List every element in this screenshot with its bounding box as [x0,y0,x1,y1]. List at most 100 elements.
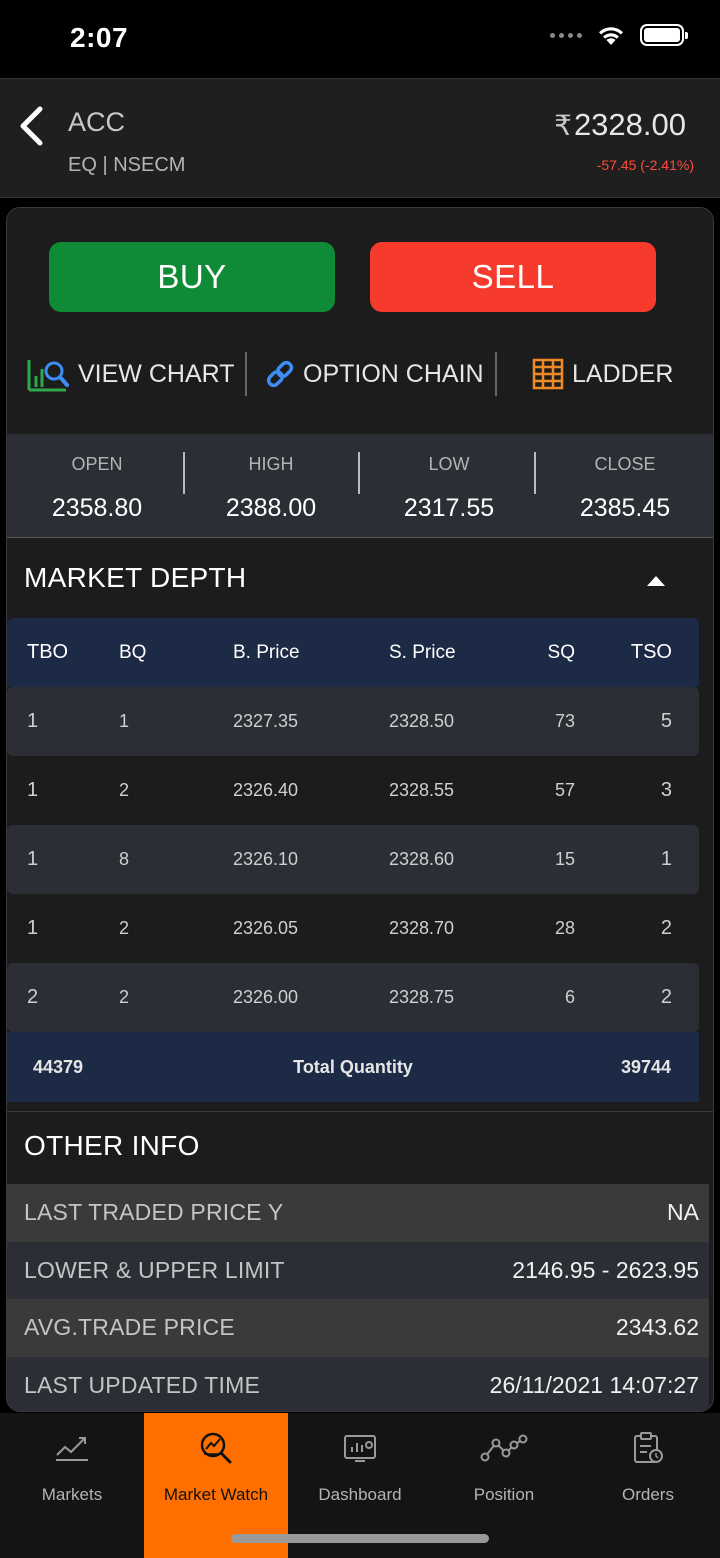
tool-divider [245,352,247,396]
grid-icon [532,358,564,390]
option-chain-button[interactable]: OPTION CHAIN [265,346,484,402]
cell-tbo: 1 [27,710,39,732]
ohlc-label: LOW [428,454,470,474]
column-header-tbo: TBO [27,641,69,663]
chart-search-icon [27,360,69,392]
collapse-caret-icon[interactable] [647,576,665,586]
ohlc-value: 2388.00 [225,494,317,522]
cell-tbo: 1 [27,848,39,870]
market-watch-icon [200,1432,232,1464]
info-value: 2146.95 - 2623.95 [512,1256,699,1283]
market-depth-table: TBO BQ B. Price S. Price SQ TSO 1 1 2327… [7,618,699,1102]
wifi-icon [599,27,623,45]
ladder-button[interactable]: LADDER [532,346,673,402]
list-item: LAST UPDATED TIME 26/11/2021 14:07:27 [7,1356,709,1411]
nav-tab-orders[interactable]: Orders [576,1413,720,1558]
market-depth-header: TBO BQ B. Price S. Price SQ TSO [7,618,699,687]
sell-button[interactable]: SELL [370,242,656,312]
table-row: 1 8 2326.10 2328.60 15 1 [7,825,699,894]
cell-sell-price: 2328.75 [389,987,455,1007]
link-icon [266,360,294,388]
back-arrow-icon[interactable] [14,101,50,151]
cell-tso: 5 [660,710,672,732]
ladder-label: LADDER [572,359,674,388]
ohlc-value: 2385.45 [579,494,671,522]
bottom-navigation: Markets Market Watch Dashboard [0,1413,720,1558]
cell-sell-price: 2328.55 [389,780,455,800]
total-buy-quantity: 44379 [33,1056,84,1077]
info-label: AVG.TRADE PRICE [24,1314,235,1341]
column-header-buy-price: B. Price [233,641,300,663]
status-bar: 2:07 [0,0,720,78]
cell-buy-price: 2326.05 [233,918,299,938]
ohlc-label: OPEN [71,454,123,474]
other-info-title: OTHER INFO [24,1130,200,1161]
cell-tso: 2 [660,986,672,1008]
cellular-signal-icon [550,32,582,38]
ohlc-close: CLOSE 2385.45 [537,434,713,538]
cell-sq: 6 [564,987,575,1007]
cell-bq: 2 [119,780,130,800]
info-label: LAST TRADED PRICE Y [24,1199,284,1226]
home-indicator[interactable] [231,1534,489,1543]
table-row: 2 2 2326.00 2328.75 6 2 [7,963,699,1032]
nav-tab-dashboard[interactable]: Dashboard [288,1413,432,1558]
table-row: 1 2 2326.40 2328.55 57 3 [7,756,699,825]
info-label: LOWER & UPPER LIMIT [24,1256,285,1283]
cell-tso: 3 [660,779,672,801]
column-header-sell-price: S. Price [389,641,456,663]
cell-tbo: 2 [27,986,39,1008]
ohlc-strip: OPEN 2358.80 HIGH 2388.00 LOW 2317.55 CL… [7,434,713,538]
other-info-list: LAST TRADED PRICE Y NA LOWER & UPPER LIM… [7,1184,709,1411]
nav-tab-position[interactable]: Position [432,1413,576,1558]
list-item: AVG.TRADE PRICE 2343.62 [7,1299,709,1357]
table-row: 1 2 2326.05 2328.70 28 2 [7,894,699,963]
nav-tab-market-watch[interactable]: Market Watch [144,1413,288,1558]
column-header-bq: BQ [119,641,147,663]
table-row: 1 1 2327.35 2328.50 73 5 [7,687,699,756]
trend-up-icon [56,1437,88,1461]
total-quantity-label: Total Quantity [293,1056,413,1077]
currency-symbol: ₹ [554,110,572,141]
cell-buy-price: 2326.10 [233,849,299,869]
column-header-tso: TSO [630,641,672,663]
nav-label: Markets [41,1485,103,1504]
column-header-sq: SQ [547,641,575,663]
list-item: LOWER & UPPER LIMIT 2146.95 - 2623.95 [7,1241,709,1299]
orders-icon [634,1432,663,1463]
cell-buy-price: 2327.35 [233,711,299,731]
option-chain-label: OPTION CHAIN [303,359,484,388]
section-divider [7,1111,713,1112]
status-time: 2:07 [70,22,129,53]
instrument-detail-card: BUY SELL VIEW CHART OPTION CHAIN [6,207,714,1412]
ohlc-value: 2317.55 [403,494,495,522]
cell-bq: 2 [119,918,130,938]
cell-bq: 1 [119,711,130,731]
buy-button[interactable]: BUY [49,242,335,312]
cell-sell-price: 2328.50 [389,711,455,731]
ohlc-divider [183,452,185,494]
list-item: LAST TRADED PRICE Y NA [7,1184,709,1242]
nav-label: Market Watch [163,1485,269,1504]
info-label: LAST UPDATED TIME [24,1371,261,1398]
cell-tso: 2 [660,917,672,939]
view-chart-label: VIEW CHART [78,359,235,388]
symbol-name: ACC [68,107,126,137]
dashboard-icon [344,1435,376,1462]
cell-sq: 73 [554,711,575,731]
last-traded-price: ₹2328.00 [554,107,686,143]
view-chart-button[interactable]: VIEW CHART [26,346,235,402]
cell-sell-price: 2328.70 [389,918,455,938]
nav-label: Dashboard [318,1485,402,1504]
ohlc-label: CLOSE [594,454,656,474]
nav-tab-markets[interactable]: Markets [0,1413,144,1558]
tools-row: VIEW CHART OPTION CHAIN LADDER [7,346,713,402]
total-quantity-row: 44379 Total Quantity 39744 [7,1032,699,1102]
info-value: 26/11/2021 14:07:27 [489,1371,699,1398]
cell-sq: 15 [554,849,575,869]
cell-buy-price: 2326.40 [233,780,299,800]
position-icon [480,1434,528,1462]
price-change: -57.45 (-2.41%) [596,157,694,173]
cell-sq: 28 [554,918,575,938]
cell-bq: 8 [119,849,130,869]
